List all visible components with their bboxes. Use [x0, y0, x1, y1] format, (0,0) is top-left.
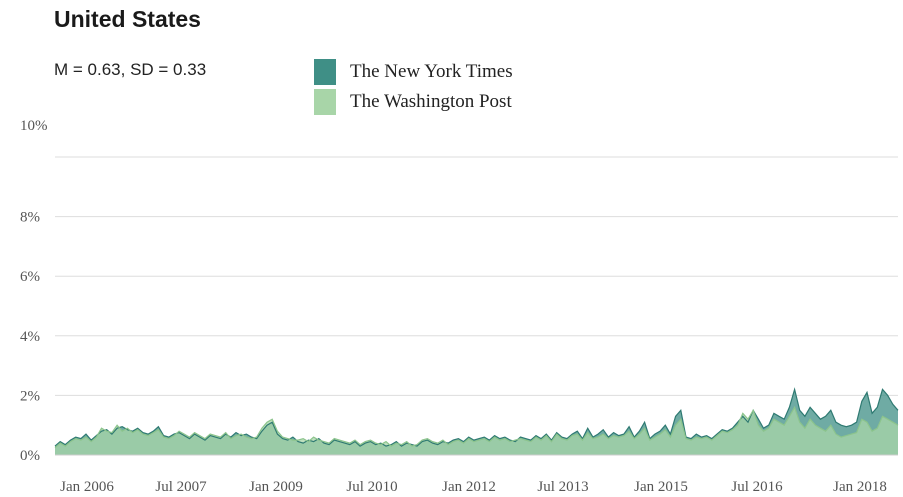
x-tick-label: Jan 2015	[634, 479, 688, 495]
legend-label-wapo: The Washington Post	[350, 91, 512, 112]
x-tick-label: Jul 2013	[537, 479, 588, 495]
legend-swatch-wapo	[314, 89, 336, 115]
x-tick-label: Jan 2009	[249, 479, 303, 495]
legend-label-nyt: The New York Times	[350, 61, 513, 82]
x-tick-label: Jan 2018	[833, 479, 887, 495]
legend-item-wapo: The Washington Post	[314, 87, 513, 117]
y-tick-label: 2%	[20, 388, 40, 404]
y-tick-label: 10%	[20, 118, 48, 134]
series-line-0	[54, 387, 899, 447]
x-tick-label: Jul 2007	[155, 479, 207, 495]
x-tick-label: Jul 2010	[346, 479, 397, 495]
chart-subtitle: M = 0.63, SD = 0.33	[54, 60, 207, 79]
legend-item-nyt: The New York Times	[314, 57, 513, 87]
series-line-1	[54, 405, 899, 449]
y-tick-label: 0%	[20, 448, 40, 464]
legend-swatch-nyt	[314, 59, 336, 85]
x-tick-label: Jan 2012	[442, 479, 496, 495]
y-tick-label: 4%	[20, 329, 40, 345]
y-tick-label: 6%	[20, 269, 40, 285]
legend: The New York Times The Washington Post	[314, 57, 513, 117]
x-tick-label: Jul 2016	[731, 479, 783, 495]
x-tick-label: Jan 2006	[60, 479, 114, 495]
series-area-1	[55, 407, 898, 455]
chart-title: United States	[54, 6, 201, 32]
y-tick-label: 8%	[20, 210, 40, 226]
